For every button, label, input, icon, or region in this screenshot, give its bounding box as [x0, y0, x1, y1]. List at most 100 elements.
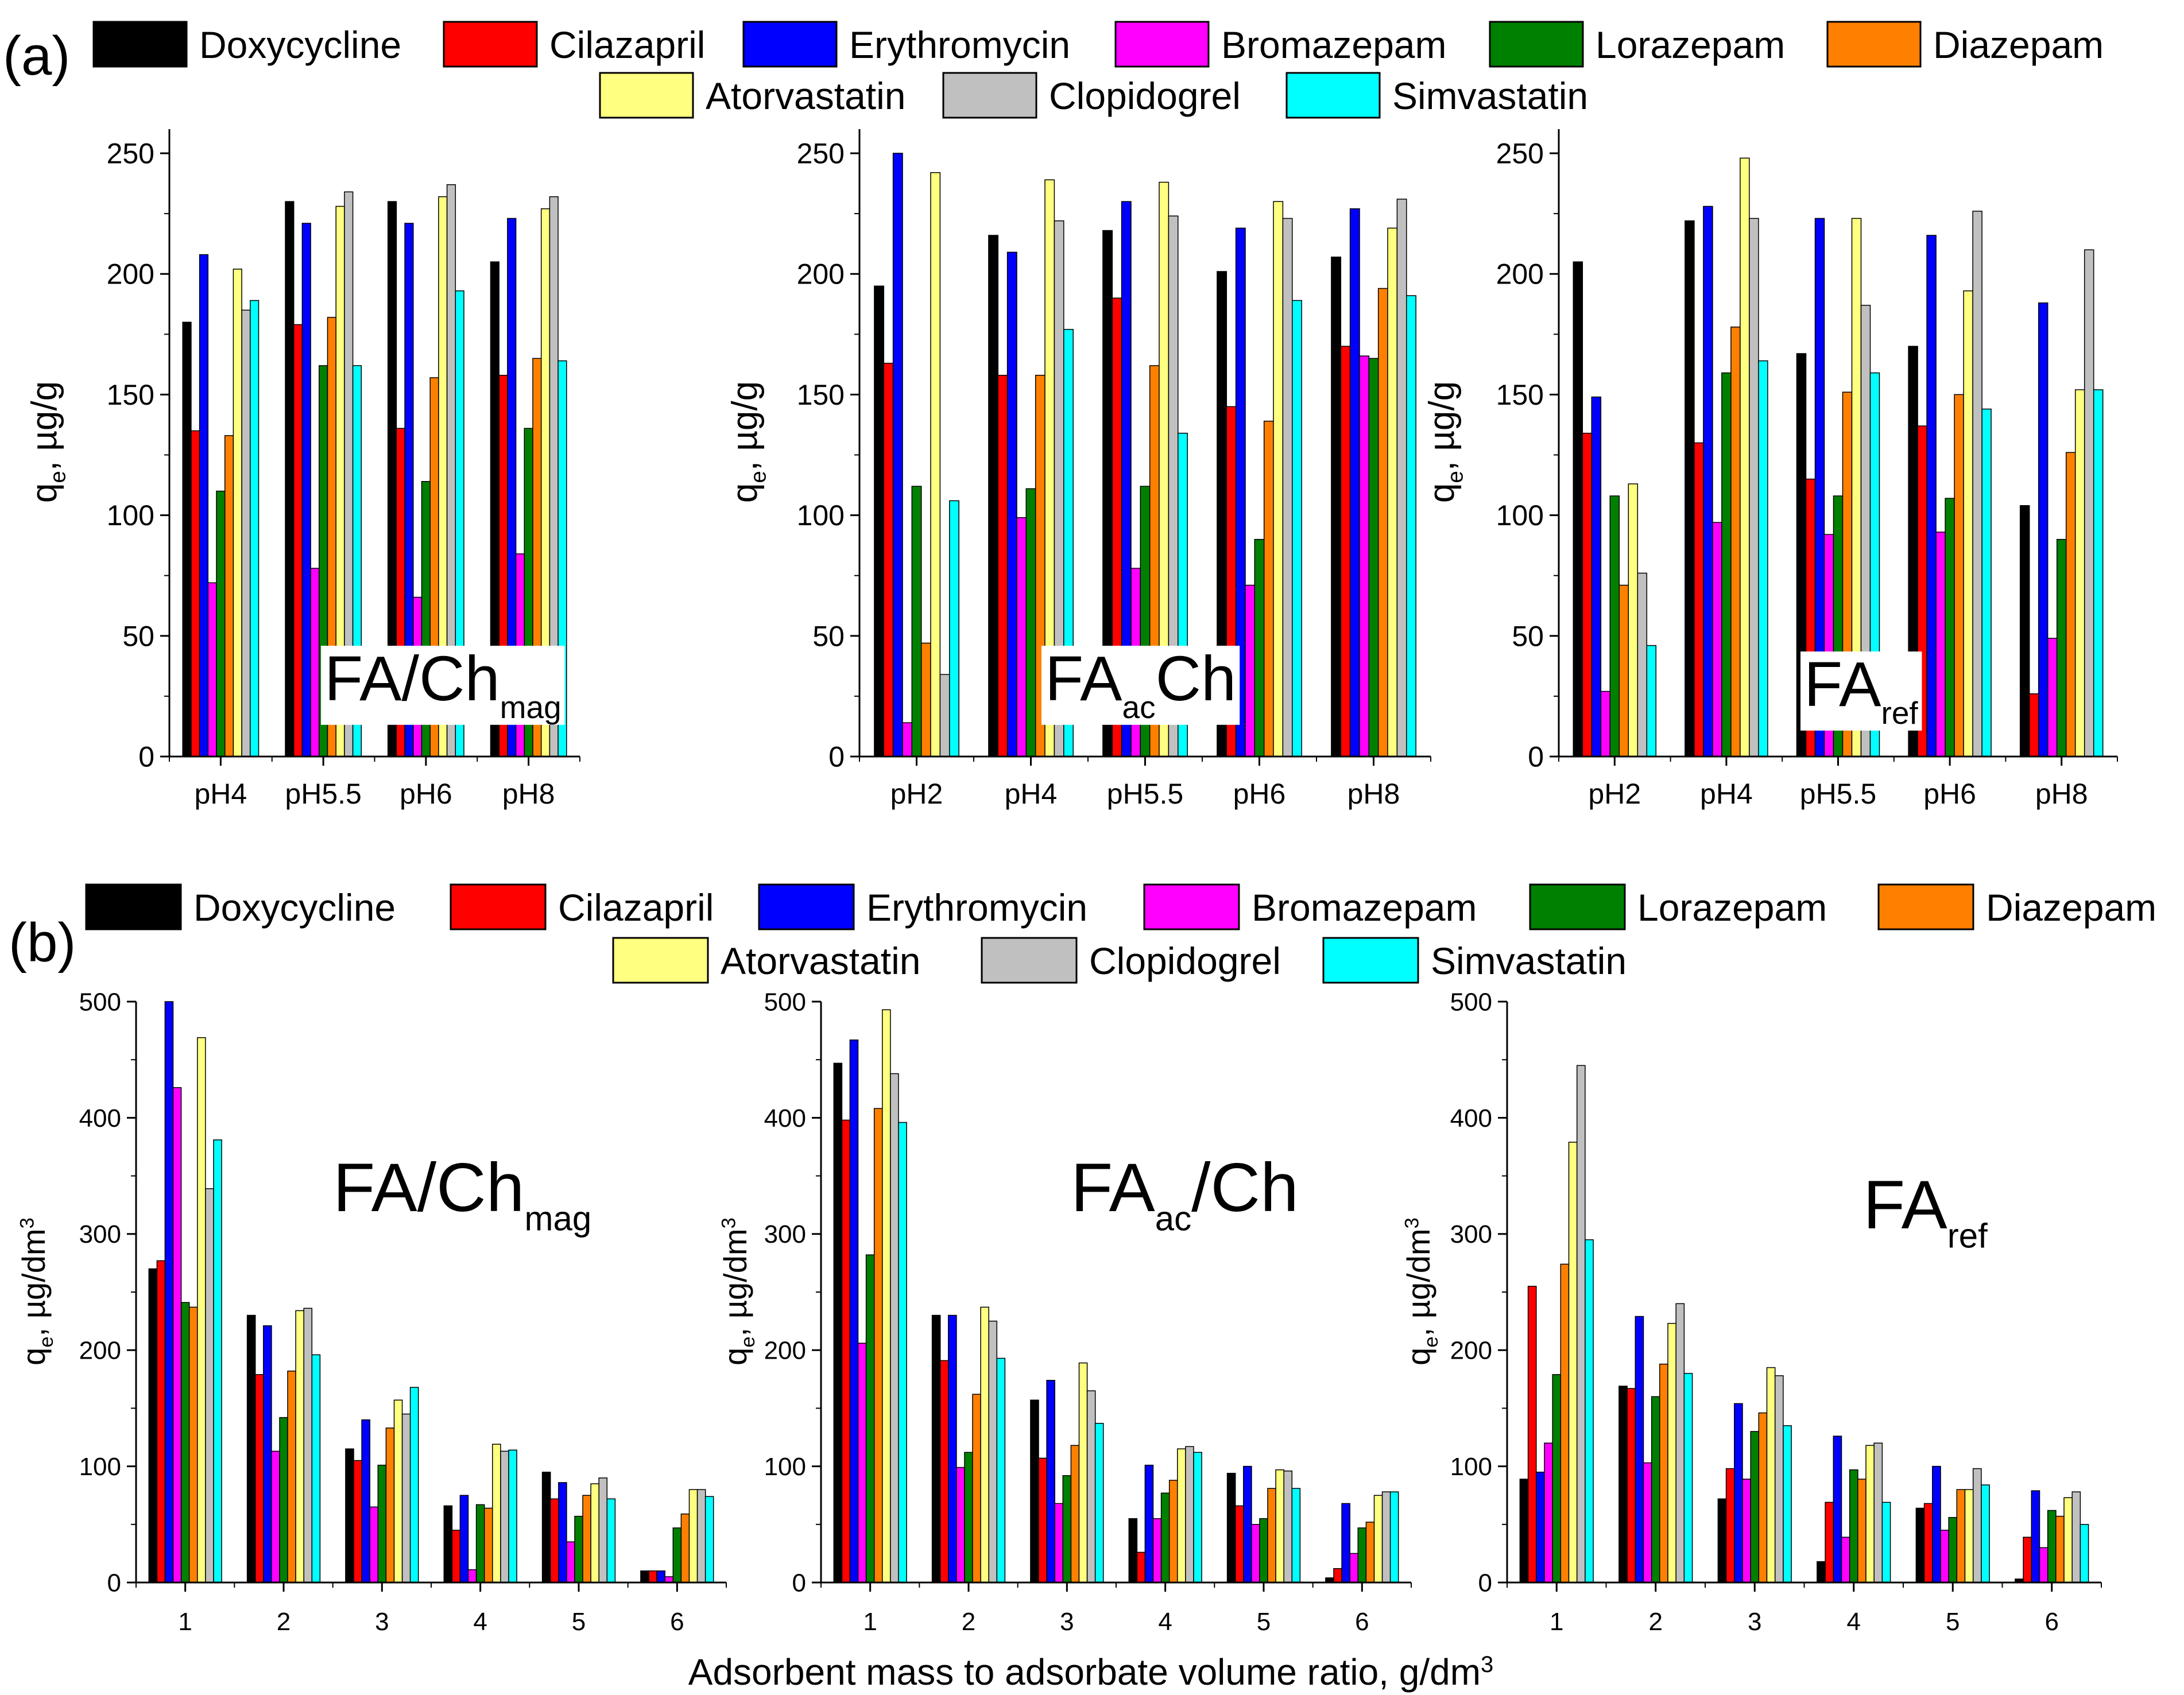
panel-title-text: FA/Chmag: [333, 1149, 591, 1238]
bar-doxycycline: [1618, 1386, 1628, 1583]
x-axis-label: Adsorbent mass to adsorbate volume ratio…: [688, 1651, 1494, 1693]
bar-clopidogrel: [1396, 199, 1407, 757]
bar-lorazepam: [1160, 1492, 1170, 1583]
bar-doxycycline: [1817, 1561, 1826, 1583]
legend-swatch-simvastatin: [1322, 937, 1419, 984]
panel-title-sub: ref: [1881, 695, 1919, 731]
x-tick-label: pH8: [2035, 778, 2088, 810]
x-tick-label: pH5.5: [1800, 778, 1876, 810]
x-tick-label: 2: [962, 1608, 975, 1636]
bar-bromazepam: [1054, 1503, 1064, 1583]
bar-diazepam: [1070, 1445, 1080, 1583]
bar-doxycycline: [285, 201, 295, 757]
panel-label-b: (b): [9, 912, 76, 973]
y-tick-label: 400: [79, 1104, 121, 1132]
bar-cilazapril: [1582, 432, 1593, 757]
bar-cilazapril: [1825, 1502, 1834, 1583]
legend-swatch-cilazapril: [443, 21, 538, 68]
bar-simvastatin: [1881, 1502, 1891, 1583]
bar-atorvastatin: [295, 1310, 304, 1583]
x-tick-label: 5: [572, 1608, 586, 1636]
legend-label-bromazepam: Bromazepam: [1252, 886, 1477, 929]
bar-diazepam: [1560, 1263, 1570, 1583]
y-tick-label: 250: [107, 138, 154, 170]
bar-cilazapril: [1333, 1568, 1342, 1583]
panel-title-text: FA/Chmag: [324, 643, 562, 725]
bar-clopidogrel: [988, 1320, 998, 1583]
x-tick-label: 3: [1748, 1608, 1761, 1636]
panel-title-sub: mag: [524, 1200, 591, 1238]
bar-simvastatin: [409, 1387, 419, 1583]
x-tick-label: 2: [1649, 1608, 1663, 1636]
x-tick-label: 5: [1946, 1608, 1960, 1636]
y-tick-label: 150: [1496, 379, 1544, 411]
bar-erythromycin: [2031, 1490, 2040, 1583]
bar-simvastatin: [1646, 645, 1657, 757]
x-tick-label: 3: [1060, 1608, 1074, 1636]
bar-clopidogrel: [1972, 211, 1982, 757]
legend-swatch-doxycycline: [92, 21, 188, 68]
bar-diazepam: [972, 1394, 981, 1583]
x-tick-label: 6: [2045, 1608, 2059, 1636]
bar-diazepam: [1377, 288, 1388, 757]
bar-clopidogrel: [1774, 1375, 1784, 1583]
panel-title-text: FAref: [1804, 649, 1918, 731]
bar-clopidogrel: [1283, 1470, 1293, 1583]
bar-cilazapril: [1923, 1503, 1933, 1583]
y-tick-label: 500: [764, 988, 806, 1016]
bar-bromazepam: [271, 1450, 280, 1583]
bar-diazepam: [873, 1108, 883, 1583]
bar-doxycycline: [246, 1314, 256, 1583]
y-axis-label-sub: e: [1443, 471, 1468, 483]
bar-atorvastatin: [1387, 227, 1398, 757]
bar-simvastatin: [1981, 1484, 1990, 1583]
bar-diazepam: [1659, 1363, 1668, 1583]
bar-cilazapril: [1038, 1457, 1047, 1583]
bar-clopidogrel: [1749, 218, 1759, 757]
bar-lorazepam: [1651, 1396, 1660, 1583]
bar-bromazepam: [369, 1506, 379, 1583]
x-axis-label-sup: 3: [1481, 1652, 1493, 1677]
bar-atorvastatin: [688, 1489, 698, 1583]
bar-atorvastatin: [980, 1306, 989, 1583]
bar-simvastatin: [213, 1139, 222, 1583]
bar-simvastatin: [1292, 300, 1302, 757]
bar-diazepam: [680, 1513, 690, 1583]
bar-bromazepam: [1016, 517, 1027, 757]
x-tick-label: 6: [1355, 1608, 1369, 1636]
chart-panel-4: 0 100 200 300 400 500 1 2 3 4 5 6 FA/Chmag: [79, 988, 727, 1636]
bar-atorvastatin: [1177, 1448, 1186, 1583]
panel-title: FAref: [1863, 1166, 1988, 1255]
bar-lorazepam: [911, 486, 922, 757]
legend-label-clopidogrel: Clopidogrel: [1089, 940, 1281, 982]
bar-lorazepam: [1945, 498, 1955, 757]
panel-title-sub: ac: [1122, 689, 1156, 725]
bar-erythromycin: [1932, 1465, 1941, 1583]
panel-title-tail: Ch: [1156, 643, 1237, 714]
bar-cilazapril: [939, 1360, 949, 1583]
y-tick-label: 200: [79, 1337, 121, 1365]
legend-label-diazepam: Diazepam: [1986, 886, 2156, 929]
y-tick-label: 100: [764, 1453, 806, 1481]
bar-diazepam: [1956, 1489, 1966, 1583]
bar-lorazepam: [2056, 538, 2067, 757]
chart-panel-1: 0 50 100 150 200 250 pH4 pH5.5 pH6 pH8 FA/Chmag: [107, 129, 580, 810]
y-tick-label: 50: [1512, 620, 1544, 652]
bar-atorvastatin: [393, 1399, 403, 1583]
bar-bromazepam: [2047, 638, 2058, 757]
x-tick-label: 1: [178, 1608, 192, 1636]
bar-lorazepam: [377, 1464, 387, 1583]
bar-diazepam: [385, 1428, 395, 1583]
bar-erythromycin: [558, 1482, 567, 1583]
bar-lorazepam: [1721, 372, 1732, 757]
bar-atorvastatin: [930, 172, 941, 757]
bar-simvastatin: [508, 1449, 517, 1583]
bar-erythromycin: [1833, 1436, 1842, 1583]
bar-erythromycin: [2038, 302, 2049, 757]
bar-lorazepam: [964, 1452, 973, 1583]
bar-erythromycin: [199, 254, 209, 757]
y-axis-label-unit: , µg/g: [25, 381, 64, 471]
bar-clopidogrel: [2071, 1491, 2081, 1583]
legend-swatch-atorvastatin: [612, 937, 709, 984]
bar-erythromycin: [1926, 235, 1937, 757]
